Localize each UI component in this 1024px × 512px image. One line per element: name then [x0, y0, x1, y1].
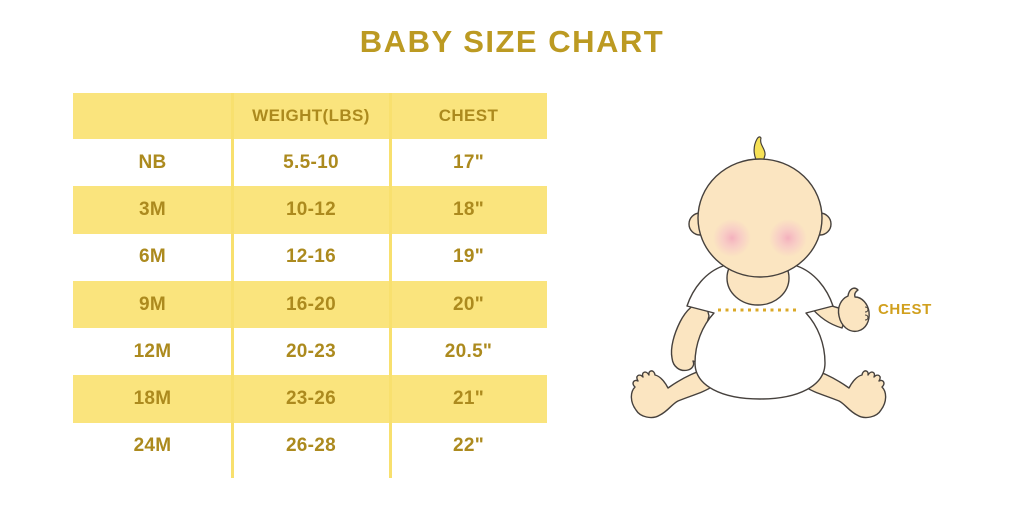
size-chart-table: WEIGHT(LBS) CHEST NB 5.5-10 17" 3M 10-12 18" 6…	[73, 93, 547, 479]
baby-right-cheek	[769, 219, 807, 257]
chest-cell: 17"	[452, 151, 485, 173]
baby-left-leg	[630, 366, 720, 419]
table-row: 24M 26-28 22"	[73, 423, 547, 470]
baby-head	[697, 158, 823, 278]
table-row: NB 5.5-10 17"	[73, 139, 547, 186]
size-cell: 24M	[133, 435, 172, 457]
baby-left-cheek	[713, 219, 751, 257]
chest-cell: 20.5"	[444, 340, 493, 362]
page-title: BABY SIZE CHART	[359, 24, 665, 59]
weight-cell: 10-12	[285, 198, 337, 220]
column-divider-1	[230, 93, 234, 478]
weight-cell: 26-28	[285, 435, 337, 457]
chest-cell: 19"	[452, 246, 485, 268]
chest-cell: 20"	[452, 293, 485, 315]
weight-cell: 12-16	[285, 246, 337, 268]
baby-illustration	[610, 120, 910, 450]
table-header-row: WEIGHT(LBS) CHEST	[73, 93, 547, 139]
weight-cell: 16-20	[285, 293, 337, 315]
chest-measurement-label: CHEST	[878, 301, 932, 318]
size-cell: 12M	[133, 340, 172, 362]
table-row: 6M 12-16 19"	[73, 234, 547, 281]
chest-cell: 22"	[452, 435, 485, 457]
header-weight-cell: WEIGHT(LBS)	[252, 106, 370, 125]
weight-cell: 20-23	[285, 340, 337, 362]
table-row: 9M 16-20 20"	[73, 280, 547, 329]
table-row: 3M 10-12 18"	[73, 186, 547, 234]
table-body: NB 5.5-10 17" 3M 10-12 18" 6M 12-16 19" 9M 16-20 20…	[73, 139, 547, 470]
size-cell: NB	[138, 151, 167, 173]
size-cell: 6M	[139, 246, 166, 268]
size-cell: 9M	[139, 293, 166, 315]
weight-cell: 5.5-10	[283, 151, 339, 173]
weight-cell: 23-26	[285, 388, 337, 410]
table-row: 18M 23-26 21"	[73, 375, 547, 423]
chest-cell: 21"	[452, 388, 485, 410]
table-row: 12M 20-23 20.5"	[73, 328, 547, 375]
column-divider-2	[388, 93, 392, 478]
baby-right-arm	[809, 287, 870, 333]
header-size-cell	[73, 93, 232, 139]
header-chest-cell: CHEST	[438, 106, 499, 125]
size-cell: 18M	[133, 388, 172, 410]
chest-cell: 18"	[452, 198, 485, 220]
size-cell: 3M	[139, 198, 166, 220]
